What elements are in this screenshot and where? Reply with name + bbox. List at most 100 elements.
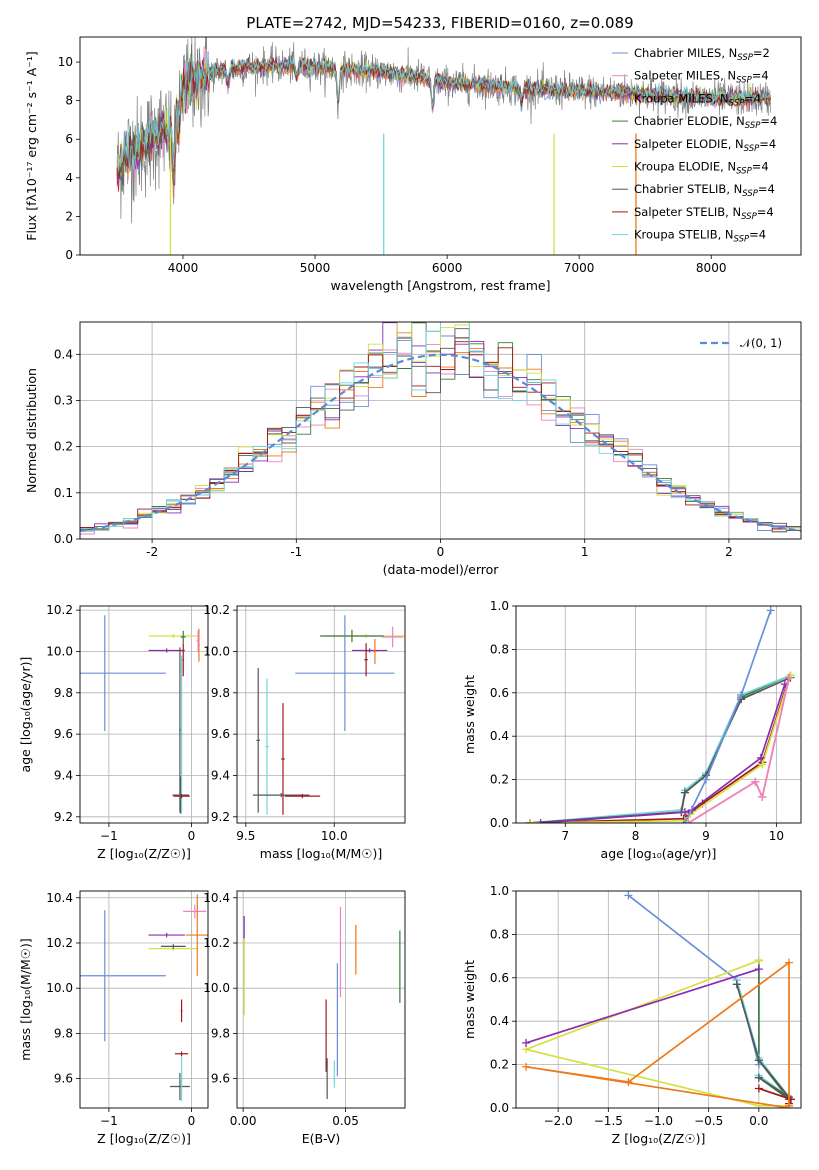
legend-entry: Salpeter STELIB, NSSP=4	[634, 205, 774, 222]
data-point-marker	[766, 606, 775, 615]
legend-entry: Salpeter ELODIE, NSSP=4	[634, 137, 776, 154]
mass-weight-line-salpeter-miles	[687, 677, 790, 823]
data-point-marker	[624, 1077, 633, 1086]
y-tick-label: 10	[58, 55, 73, 69]
y-tick-label: 0.0	[490, 816, 509, 830]
data-point-marker	[754, 1084, 763, 1093]
data-point-marker	[702, 775, 710, 784]
x-tick-label: 9	[702, 829, 710, 843]
data-point-marker	[784, 958, 793, 967]
y-tick-label: 9.8	[54, 686, 73, 700]
mass-weight-vs-metallicity-panel: −2.0 −1.5 −1.0 −0.5 0.0 0.0 0.2 0.4 0.6 0.8 1.0 Z […	[462, 884, 802, 1146]
y-tick-label: 10.0	[203, 981, 230, 995]
data-point-marker	[784, 1101, 793, 1108]
axes-frame	[79, 605, 209, 824]
data-point-marker	[754, 1073, 763, 1082]
legend-entry: Kroupa ELODIE, NSSP=4	[634, 160, 769, 177]
data-point-marker	[758, 792, 767, 801]
data-point-marker	[756, 753, 765, 762]
y-tick-label: 0.6	[490, 686, 509, 700]
x-tick-label: 10	[769, 829, 784, 843]
y-tick-label: 0.1	[54, 486, 73, 500]
plot-area	[243, 906, 401, 1099]
y-tick-label: 0.4	[54, 347, 73, 361]
y-tick-label: 4	[65, 171, 73, 185]
x-tick-label: 2	[725, 545, 733, 559]
y-tick-label: 0.2	[54, 440, 73, 454]
axes-frame	[79, 890, 209, 1109]
y-tick-label: 9.6	[54, 1072, 73, 1086]
x-axis-label: age [log₁₀(age/yr)]	[601, 846, 717, 861]
y-tick-label: 10.2	[203, 603, 230, 617]
x-tick-label: −1	[100, 829, 118, 843]
axes-frame	[515, 605, 802, 824]
plot-area	[522, 891, 795, 1108]
y-tick-label: 9.4	[54, 768, 73, 782]
mass-weight-line-chabrier-stelib	[735, 984, 790, 1098]
x-tick-label: 0.0	[749, 1114, 768, 1128]
y-tick-label: 10.2	[46, 936, 73, 950]
histogram-kroupa-elodie	[80, 322, 801, 532]
mass-weight-line-kroupa-elodie	[523, 959, 789, 1107]
x-tick-label: 1	[581, 545, 589, 559]
y-tick-label: 0.4	[490, 729, 509, 743]
x-axis-label: Z [log₁₀(Z/Z☉)]	[612, 1131, 706, 1146]
data-point-marker	[522, 1038, 531, 1047]
x-tick-label: 9.5	[236, 829, 255, 843]
data-point-marker	[536, 819, 545, 823]
y-tick-label: 10.4	[203, 891, 230, 905]
x-tick-label: 8000	[696, 261, 727, 275]
y-tick-label: 0.2	[490, 1058, 509, 1072]
y-tick-label: 0.8	[490, 642, 509, 656]
x-tick-label: -1	[290, 545, 302, 559]
y-tick-label: 9.6	[211, 1072, 230, 1086]
y-tick-label: 0.8	[490, 927, 509, 941]
mass-weight-line-salpeter-stelib	[530, 677, 790, 823]
plot-area	[116, 37, 771, 255]
x-tick-label: -2	[146, 545, 158, 559]
x-tick-label: −1	[100, 1114, 118, 1128]
y-tick-label: 0.2	[490, 773, 509, 787]
x-tick-label: 4000	[168, 261, 199, 275]
x-tick-label: 6000	[432, 261, 463, 275]
x-tick-label: 0.05	[332, 1114, 359, 1128]
mass-weight-line-salpeter-elodie	[540, 683, 786, 823]
mass-weight-line-chabrier-stelib	[530, 676, 791, 823]
y-tick-label: 0.3	[54, 393, 73, 407]
y-tick-label: 0.0	[490, 1101, 509, 1115]
y-tick-label: 0	[65, 248, 73, 262]
y-tick-label: 1.0	[490, 599, 509, 613]
data-point-marker	[680, 819, 689, 823]
spectrum-panel: 4000 5000 6000 7000 8000 0 2 4 6 8 10 wavelength [A…	[24, 36, 802, 293]
data-point-marker	[754, 1056, 763, 1065]
plot-area	[80, 615, 200, 814]
y-tick-label: 0.6	[490, 971, 509, 985]
x-axis-label: Z [log₁₀(Z/Z☉)]	[97, 846, 191, 861]
x-axis-label: (data-model)/error	[383, 562, 500, 577]
plot-area	[80, 322, 801, 535]
y-tick-label: 6	[65, 132, 73, 146]
legend-entry: Chabrier MILES, NSSP=2	[634, 46, 770, 63]
legend-entry: Kroupa MILES, NSSP=4	[634, 91, 761, 108]
plot-area	[526, 606, 795, 823]
y-tick-label: 2	[65, 209, 73, 223]
data-point-marker	[737, 690, 746, 699]
mass-weight-line-kroupa-miles	[525, 960, 790, 1108]
model-spectrum-line-kroupa-stelib	[116, 53, 771, 171]
legend-entry: 𝒩(0, 1)	[740, 336, 782, 350]
x-tick-label: 7	[561, 829, 569, 843]
x-tick-label: −1.5	[594, 1114, 623, 1128]
legend-entry: Salpeter MILES, NSSP=4	[634, 69, 769, 86]
data-point-marker	[732, 980, 741, 989]
data-point-marker	[684, 819, 693, 823]
y-tick-label: 9.2	[54, 810, 73, 824]
residual-histogram-panel: -2 -1 0 1 2 0.0 0.1 0.2 0.3 0.4 (data-model)/error…	[24, 321, 802, 577]
x-tick-label: −2.0	[544, 1114, 573, 1128]
x-tick-label: 8	[632, 829, 640, 843]
normal-distribution-curve	[80, 353, 801, 532]
histogram-kroupa-stelib	[80, 322, 801, 532]
data-point-marker	[624, 891, 633, 900]
data-point-marker	[522, 1062, 531, 1071]
data-point-marker	[758, 760, 767, 769]
